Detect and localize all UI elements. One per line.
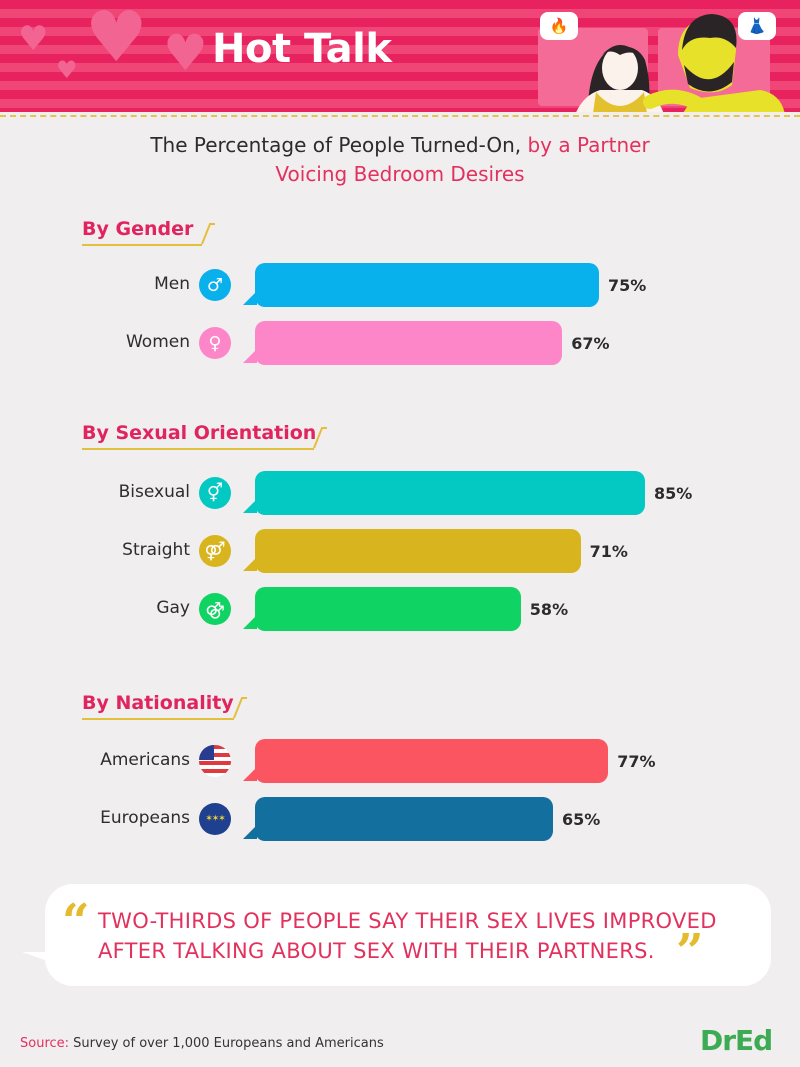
bar bbox=[243, 321, 563, 365]
bar-category-label: Women bbox=[125, 332, 190, 352]
close-quote-icon: ” bbox=[676, 924, 704, 980]
bar-category-label: Bisexual bbox=[118, 482, 190, 502]
male-icon: ♂ bbox=[199, 269, 231, 301]
bar-value-label: 85% bbox=[654, 484, 693, 503]
brand-logo-text: DrEd bbox=[700, 1024, 773, 1057]
section-heading-tail bbox=[201, 223, 215, 245]
illustration-couple bbox=[576, 14, 785, 112]
bar bbox=[243, 263, 599, 307]
bar-tail bbox=[243, 291, 257, 305]
bar bbox=[243, 471, 645, 515]
bar-tail bbox=[243, 499, 257, 513]
bar-value-label: 58% bbox=[529, 600, 569, 619]
heart-icon: ♥ bbox=[163, 24, 208, 82]
bar-value-label: 67% bbox=[571, 334, 610, 353]
eu-flag-icon: ✶✶✶ bbox=[199, 803, 231, 835]
bar-category-label: Straight bbox=[122, 540, 190, 560]
heart-icon: ♥ bbox=[18, 19, 49, 59]
section-heading: By Gender bbox=[82, 218, 215, 246]
chart-title-part2: by a Partner bbox=[527, 133, 650, 157]
bar bbox=[243, 739, 609, 783]
section-heading: By Sexual Orientation bbox=[82, 422, 327, 450]
source-note: Source: Survey of over 1,000 Europeans a… bbox=[20, 1036, 384, 1051]
bar-category-label: Europeans bbox=[100, 808, 190, 828]
header-banner: ♥ ♥ ♥ ♥ Hot Talk 🔥 👗 bbox=[0, 0, 800, 112]
bar-value-label: 77% bbox=[617, 752, 656, 771]
section-heading: By Nationality bbox=[82, 692, 247, 720]
bar-value-label: 71% bbox=[589, 542, 628, 561]
dashed-divider bbox=[0, 115, 800, 117]
bar-value-label: 75% bbox=[608, 276, 647, 295]
heart-icon: ♥ bbox=[56, 56, 78, 84]
heart-icon: ♥ bbox=[85, 0, 148, 78]
bar-category-label: Gay bbox=[156, 598, 190, 618]
section-heading-underline bbox=[82, 448, 314, 450]
bar-category-label: Men bbox=[154, 274, 190, 294]
bar bbox=[243, 797, 553, 841]
quote-bubble bbox=[45, 884, 771, 986]
open-quote-icon: “ bbox=[62, 894, 90, 950]
source-label: Source: bbox=[20, 1036, 70, 1051]
chart-title-part1: The Percentage of People Turned-On, bbox=[150, 133, 528, 157]
bar-value-label: 65% bbox=[562, 810, 601, 829]
bar-tail bbox=[243, 767, 257, 781]
bar-tail bbox=[243, 825, 257, 839]
bar-tail bbox=[243, 557, 257, 571]
chart-title-line2: Voicing Bedroom Desires bbox=[275, 162, 525, 186]
section-heading-tail bbox=[313, 427, 327, 449]
section-heading-underline bbox=[82, 244, 202, 246]
straight-icon: ⚤ bbox=[199, 535, 231, 567]
fire-icon: 🔥 bbox=[540, 12, 578, 40]
gay-icon: ⚣ bbox=[199, 593, 231, 625]
quote-text: TWO-THIRDS OF PEOPLE SAY THEIR SEX LIVES… bbox=[98, 909, 717, 963]
bar bbox=[243, 587, 521, 631]
source-text: Survey of over 1,000 Europeans and Ameri… bbox=[73, 1036, 384, 1051]
brand-logo: DrEd bbox=[700, 1024, 773, 1057]
bar-category-label: Americans bbox=[100, 750, 190, 770]
bisexual-icon: ⚥ bbox=[199, 477, 231, 509]
dress-icon: 👗 bbox=[738, 12, 776, 40]
header-title: Hot Talk bbox=[212, 26, 392, 72]
female-icon: ♀ bbox=[199, 327, 231, 359]
bar-tail bbox=[243, 615, 257, 629]
section-heading-underline bbox=[82, 718, 234, 720]
section-heading-tail bbox=[233, 697, 247, 719]
bar-tail bbox=[243, 349, 257, 363]
chart-title: The Percentage of People Turned-On, by a… bbox=[0, 130, 800, 160]
bar bbox=[243, 529, 581, 573]
us-flag-icon bbox=[199, 745, 231, 777]
